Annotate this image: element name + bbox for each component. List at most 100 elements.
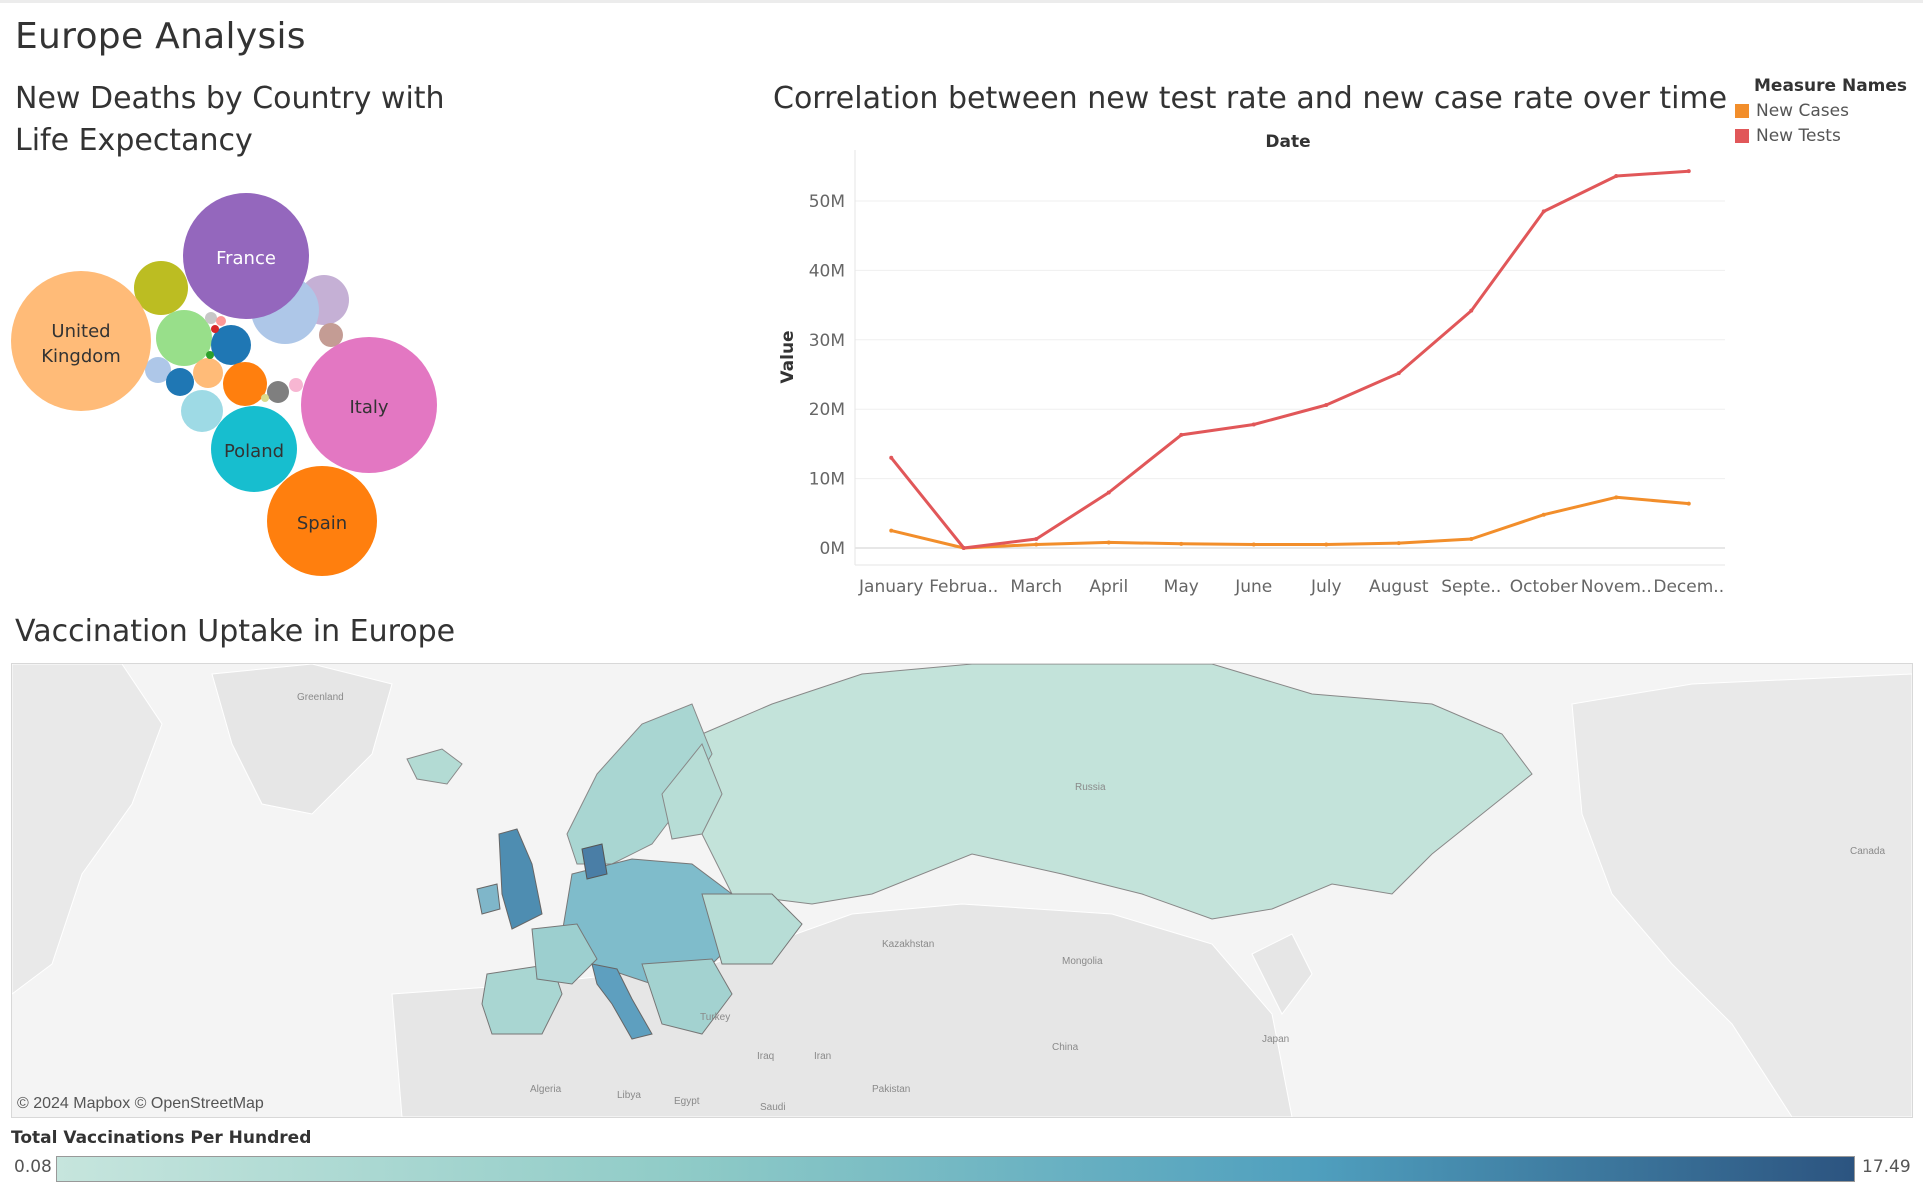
data-point[interactable] — [1469, 308, 1474, 313]
region-italy[interactable] — [591, 963, 653, 1040]
map-label-libya: Libya — [617, 1090, 641, 1101]
legend-label: New Tests — [1756, 125, 1841, 146]
series-line-new-tests[interactable] — [890, 169, 1689, 550]
x-tick-label: Septe.. — [1441, 577, 1501, 597]
x-tick-label: March — [1010, 577, 1062, 597]
data-point[interactable] — [1251, 422, 1256, 427]
data-point[interactable] — [1106, 490, 1111, 495]
data-point[interactable] — [1686, 169, 1691, 174]
bubble[interactable] — [206, 351, 214, 359]
region-finland[interactable] — [661, 743, 723, 840]
legend-item-new-tests[interactable]: New Tests — [1735, 125, 1907, 146]
map-label-iraq: Iraq — [757, 1051, 775, 1062]
dashboard-title: Europe Analysis — [15, 16, 306, 57]
data-point[interactable] — [1179, 432, 1184, 437]
color-legend-min: 0.08 — [14, 1157, 52, 1177]
bubble-chart-title: New Deaths by Country with Life Expectan… — [15, 81, 445, 158]
bubble[interactable] — [211, 325, 251, 365]
data-point[interactable] — [1541, 512, 1546, 517]
data-point[interactable] — [1034, 542, 1039, 547]
bubble-label: France — [216, 248, 276, 269]
bubble[interactable] — [166, 368, 194, 396]
map-label-russia: Russia — [1075, 782, 1106, 793]
bubble-spain[interactable] — [267, 466, 377, 576]
bubble[interactable] — [145, 357, 171, 383]
x-axis-title: Date — [1265, 132, 1310, 152]
region-balkans[interactable] — [641, 958, 733, 1035]
y-tick-label: 50M — [809, 192, 845, 212]
map-label-turkey: Turkey — [700, 1012, 731, 1023]
x-tick-label: April — [1089, 577, 1128, 597]
map-label-japan: Japan — [1262, 1034, 1290, 1045]
legend-swatch — [1735, 128, 1749, 143]
region-ireland[interactable] — [476, 883, 501, 915]
bubble-italy[interactable] — [301, 337, 437, 473]
data-point[interactable] — [1251, 542, 1256, 547]
land-north-america-west — [1571, 673, 1912, 1117]
bubble-chart: France United Kingdom Italy Poland Spain — [11, 193, 437, 576]
legend-item-new-cases[interactable]: New Cases — [1735, 100, 1907, 121]
region-ukraine[interactable] — [701, 893, 803, 965]
map-label-kazakhstan: Kazakhstan — [882, 939, 935, 950]
map-canvas[interactable] — [12, 664, 1912, 1117]
data-point[interactable] — [889, 455, 894, 460]
color-legend-bar — [56, 1156, 1855, 1182]
data-point[interactable] — [1541, 209, 1546, 214]
x-tick-label: Februa.. — [929, 577, 998, 597]
region-denmark[interactable] — [581, 843, 608, 880]
data-point[interactable] — [889, 528, 894, 533]
data-point[interactable] — [1614, 495, 1619, 500]
data-point[interactable] — [961, 546, 966, 550]
series-line-new-cases[interactable] — [890, 495, 1689, 550]
bubble[interactable] — [216, 316, 226, 326]
x-tick-label: January — [858, 577, 923, 597]
x-tick-label: Decem.. — [1653, 577, 1724, 597]
bubble-label: Poland — [224, 441, 284, 462]
bubble[interactable] — [205, 312, 217, 324]
x-tick-label: June — [1234, 577, 1272, 597]
map-label-algeria: Algeria — [530, 1084, 562, 1095]
map-label-saudi: Saudi — [760, 1102, 786, 1113]
data-point[interactable] — [1614, 174, 1619, 179]
y-tick-label: 0M — [820, 539, 845, 559]
data-point[interactable] — [1396, 541, 1401, 546]
data-point[interactable] — [1324, 542, 1329, 547]
bubble[interactable] — [223, 362, 267, 406]
y-tick-label: 40M — [809, 261, 845, 281]
vaccination-map[interactable]: Greenland Russia Kazakhstan Mongolia Chi… — [11, 663, 1913, 1118]
bubble-poland[interactable] — [211, 406, 297, 492]
data-point[interactable] — [1179, 541, 1184, 546]
data-point[interactable] — [1106, 540, 1111, 545]
map-credit[interactable]: © 2024 Mapbox © OpenStreetMap — [17, 1095, 264, 1112]
x-tick-label: Novem.. — [1581, 577, 1652, 597]
map-label-egypt: Egypt — [674, 1096, 700, 1107]
bubble[interactable] — [211, 325, 219, 333]
data-point[interactable] — [1686, 501, 1691, 506]
map-label-canada: Canada — [1850, 846, 1886, 857]
data-point[interactable] — [1396, 371, 1401, 376]
region-france[interactable] — [531, 923, 598, 985]
bubble[interactable] — [289, 378, 303, 392]
map-title: Vaccination Uptake in Europe — [15, 614, 456, 649]
data-point[interactable] — [1469, 536, 1474, 541]
data-point[interactable] — [1324, 403, 1329, 408]
legend: Measure Names New Cases New Tests — [1735, 76, 1907, 150]
bubble[interactable] — [156, 310, 212, 366]
bubble[interactable] — [319, 323, 343, 347]
bubble-france[interactable] — [183, 193, 309, 319]
data-point[interactable] — [1034, 536, 1039, 541]
region-iceland[interactable] — [406, 748, 463, 785]
color-legend-max: 17.49 — [1862, 1157, 1911, 1177]
map-label-greenland: Greenland — [297, 692, 344, 703]
region-russia[interactable] — [691, 664, 1533, 920]
region-united-kingdom[interactable] — [498, 828, 543, 930]
bubble[interactable] — [193, 358, 223, 388]
bubble[interactable] — [267, 381, 289, 403]
bubble[interactable] — [134, 261, 188, 315]
bubble[interactable] — [181, 390, 223, 432]
bubble-label: United — [51, 321, 110, 342]
bubble[interactable] — [261, 394, 269, 402]
bubble-united-kingdom[interactable] — [11, 271, 151, 411]
line-chart-title: Correlation between new test rate and ne… — [773, 81, 1728, 116]
bubble-label: Spain — [297, 513, 347, 534]
